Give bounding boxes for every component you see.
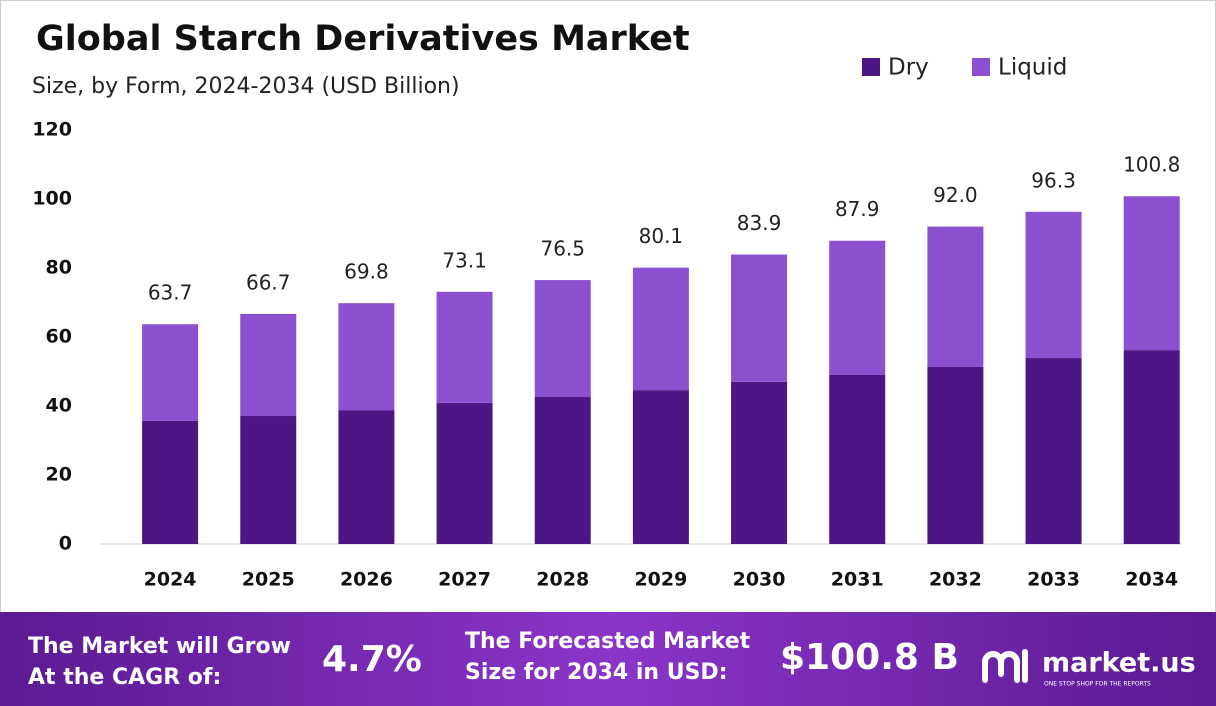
legend-label: Dry xyxy=(888,55,929,81)
bar-segment xyxy=(338,303,395,411)
total-label: 80.1 xyxy=(639,224,684,248)
bar-segment xyxy=(240,313,297,417)
bar-segment xyxy=(142,420,199,544)
x-tick-label: 2028 xyxy=(536,569,589,591)
total-label: 76.5 xyxy=(540,237,585,261)
x-tick-label: 2034 xyxy=(1125,569,1178,591)
footer-text: The Market will Grow xyxy=(28,634,291,659)
x-tick-label: 2026 xyxy=(340,569,393,591)
total-label: 96.3 xyxy=(1031,168,1076,192)
bar-segment xyxy=(829,240,886,375)
bar-segment xyxy=(1123,196,1180,351)
legend-swatch xyxy=(972,58,990,76)
x-tick-label: 2029 xyxy=(634,569,687,591)
brand-logo xyxy=(982,649,1028,683)
bar-segment xyxy=(731,254,788,382)
y-tick-label: 120 xyxy=(32,119,72,141)
bar-segment xyxy=(927,226,984,368)
legend-swatch xyxy=(862,58,880,76)
chart-title: Global Starch Derivatives Market xyxy=(36,19,690,59)
bar-segment xyxy=(632,267,689,391)
legend-label: Liquid xyxy=(998,55,1067,81)
bar-segment xyxy=(436,291,493,403)
bar-segment xyxy=(1025,358,1082,544)
x-tick-label: 2030 xyxy=(733,569,786,591)
brand-tagline: ONE STOP SHOP FOR THE REPORTS xyxy=(1044,681,1151,688)
x-tick-label: 2027 xyxy=(438,569,491,591)
bar-segment xyxy=(927,367,984,544)
total-label: 100.8 xyxy=(1123,153,1180,177)
x-tick-label: 2033 xyxy=(1027,569,1080,591)
bar-segment xyxy=(731,381,788,544)
bar-segment xyxy=(534,397,591,544)
y-tick-label: 0 xyxy=(59,533,72,555)
x-tick-label: 2025 xyxy=(242,569,295,591)
bar-segment xyxy=(534,280,591,398)
total-label: 92.0 xyxy=(933,183,978,207)
bar-segment xyxy=(829,374,886,544)
bar-segment xyxy=(1025,211,1082,359)
total-label: 83.9 xyxy=(737,211,782,235)
bar-segment xyxy=(436,402,493,544)
y-tick-label: 20 xyxy=(46,464,72,486)
footer-value: 4.7% xyxy=(322,639,422,680)
x-tick-label: 2024 xyxy=(144,569,197,591)
brand: market.us xyxy=(1042,648,1196,679)
footer-band xyxy=(0,612,1216,706)
total-label: 63.7 xyxy=(148,281,193,305)
bar-segment xyxy=(142,324,199,421)
x-tick-label: 2032 xyxy=(929,569,982,591)
chart-subtitle: Size, by Form, 2024-2034 (USD Billion) xyxy=(32,74,460,99)
bar-segment xyxy=(240,416,297,544)
bar-segment xyxy=(1123,350,1180,544)
total-label: 69.8 xyxy=(344,260,389,284)
x-tick-label: 2031 xyxy=(831,569,884,591)
bar-segment xyxy=(632,390,689,544)
footer-text: Size for 2034 in USD: xyxy=(465,660,728,685)
y-tick-label: 80 xyxy=(46,257,72,279)
footer-value: $100.8 B xyxy=(780,637,959,678)
y-tick-label: 100 xyxy=(32,188,72,210)
total-label: 73.1 xyxy=(442,248,487,272)
total-label: 66.7 xyxy=(246,270,291,294)
bar-segment xyxy=(338,410,395,544)
footer-text: At the CAGR of: xyxy=(28,665,221,690)
y-tick-label: 40 xyxy=(46,395,72,417)
total-label: 87.9 xyxy=(835,197,880,221)
y-tick-label: 60 xyxy=(46,326,72,348)
footer-text: The Forecasted Market xyxy=(465,629,751,654)
